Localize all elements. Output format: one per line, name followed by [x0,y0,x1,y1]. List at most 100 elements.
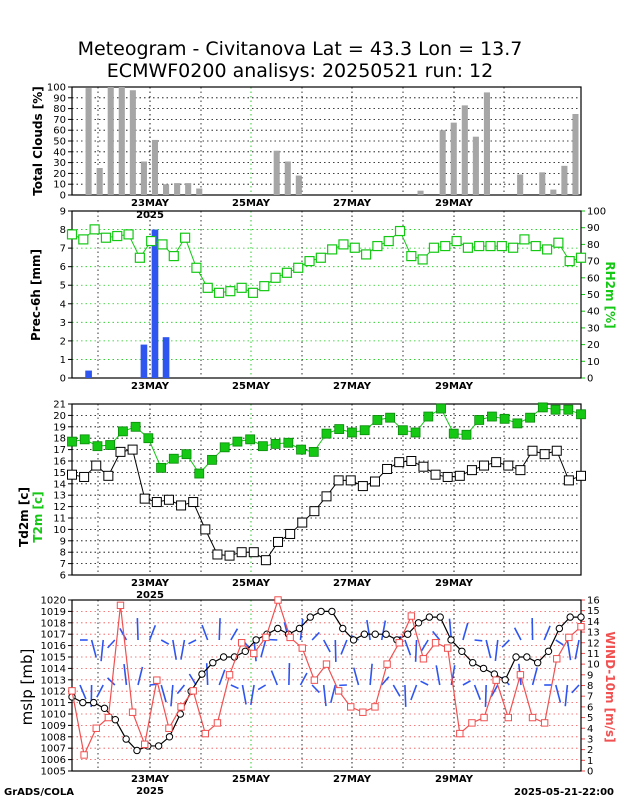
cloud-bar [517,174,524,195]
t2m-point [359,425,370,436]
mslp-point [219,653,228,661]
wind-barb [170,684,174,707]
y-tick-label: 9 [60,536,66,547]
rh-point [349,242,360,253]
wind-point [286,633,294,642]
y-tick-label: 1010 [41,710,66,721]
td2m-point [357,481,368,492]
cloud-bar [450,122,457,195]
wind-barb [230,684,239,690]
t2m-point [143,433,154,444]
y-tick-label: 1007 [41,744,66,755]
mslp-point [490,670,499,678]
y2-tick-label: 60 [587,273,600,284]
wind-point [141,740,149,748]
mslp-point [154,742,163,750]
mslp-point [382,630,390,638]
y-tick-label: 21 [53,400,66,411]
td2m-point [515,465,526,476]
y-tick-label: 10 [53,180,66,191]
td2m-point [224,550,235,561]
rh-point [553,237,564,248]
cloud-bar [118,87,125,195]
td2m-ylabel: Td2m [c] [17,487,31,547]
y2-tick-label: 8 [587,681,593,692]
rh-point [123,229,134,240]
wind-point [334,687,343,695]
y-tick-label: 90 [53,93,66,104]
td2m-point [115,446,126,457]
wind-barb [462,680,471,686]
plot-frame [71,86,582,196]
cloud-bar [96,168,103,195]
wind-point [128,708,137,716]
td2m-point [394,457,405,468]
t2m-point [79,434,90,445]
mslp-point [404,630,412,638]
wind-barb [270,670,279,686]
y-tick-label: 17 [53,445,66,456]
wind-barb [555,639,564,646]
td2m-point [297,517,308,528]
wind-barb [485,639,492,659]
cloud-bar [107,87,114,195]
td2m-point [103,470,114,481]
wind-barb [106,677,116,686]
rh-point [89,224,100,235]
y-tick-label: 6 [60,262,66,273]
mslp-point [414,619,423,627]
rh-point [225,286,236,297]
panel-precip-rh: Prec-6h [mm] RH2m [%] [29,249,617,341]
y2-tick-label: 40 [587,307,600,318]
cloud-bar [185,183,192,195]
panel-clouds: Total Clouds [%] [31,86,45,196]
cloud-bar [284,161,291,195]
mslp-point [111,716,120,724]
mslp-point [360,630,369,638]
y2-tick-label: 15 [587,606,600,617]
wind-barb [564,684,569,707]
mslp-point [555,624,564,633]
t2m-point [550,404,561,415]
rh-point [338,239,349,250]
wind-barb [136,618,139,641]
wind-barb [137,666,144,686]
rh-point [100,232,112,243]
td2m-point [212,549,223,560]
y2-tick-label: 11 [587,649,600,660]
td2m-point [151,497,162,508]
wind-barb [257,684,267,691]
mslp-point [339,624,347,633]
t2m-point [423,411,434,422]
footer-left: GrADS/COLA [4,787,74,798]
rh-point [281,267,293,278]
y2-tick-label: 0 [587,767,593,778]
wind-barb [484,684,487,707]
mslp-point [317,607,325,616]
rh-point [191,262,202,273]
rh-point [78,234,89,245]
y-tick-label: 1011 [41,698,66,709]
rh-point [247,287,259,298]
wind-barb [201,624,209,641]
footer-right: 2025-05-21-22:00 [514,787,614,798]
y-tick-label: 1012 [41,687,66,698]
rh-point [575,252,587,263]
rh-point [360,249,372,260]
wind-barb [404,684,407,707]
y-tick-label: 1 [60,355,66,366]
wind-barb [513,627,522,641]
mslp-point [523,653,531,661]
t2m-point [207,454,217,465]
mslp-point [566,613,574,621]
cloud-bar [273,150,280,195]
mslp-point [544,647,553,655]
y-tick-label: 100 [47,83,66,94]
cloud-bar [295,175,302,195]
rh-point [496,240,507,252]
y-tick-label: 19 [53,422,66,433]
wind-barb [392,684,401,697]
chart-title-line1: Meteogram - Civitanova Lat = 43.3 Lon = … [78,38,523,60]
t2m-point [118,426,128,437]
